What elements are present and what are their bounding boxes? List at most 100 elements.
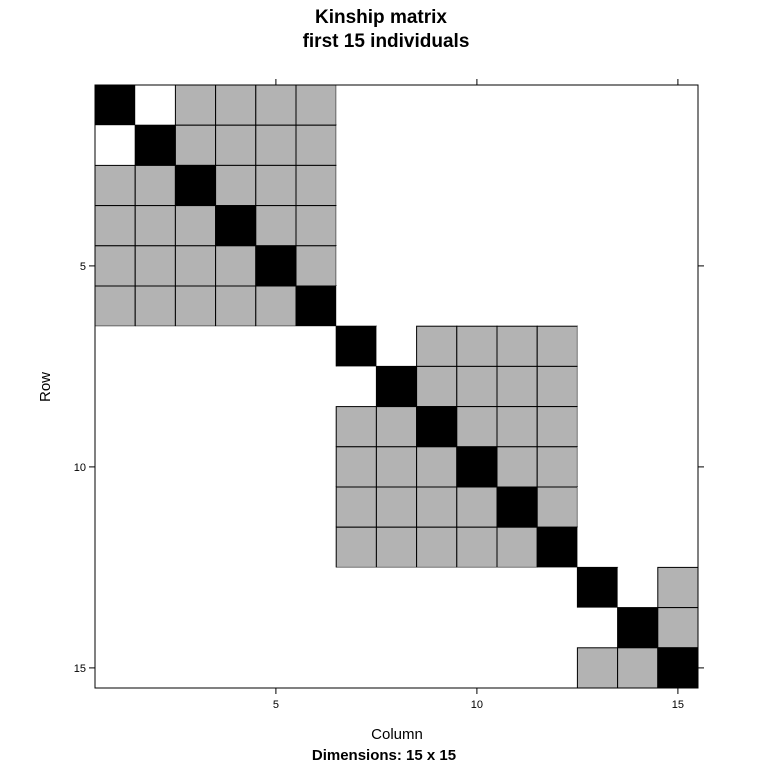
- matrix-cell-r14-c1: [95, 607, 136, 648]
- matrix-cell-r14-c12: [537, 607, 578, 648]
- y-axis-label: Row: [37, 372, 54, 402]
- matrix-cell-r15-c12: [537, 647, 578, 688]
- matrix-cell-r9-c14: [617, 406, 658, 447]
- matrix-cell-r8-c7: [336, 366, 377, 407]
- matrix-cell-r11-c1: [95, 487, 136, 528]
- matrix-cell-r14-c3: [175, 607, 216, 648]
- matrix-cell-r2-c4: [215, 124, 257, 166]
- matrix-cell-r8-c12: [536, 365, 578, 408]
- matrix-cell-r4-c15: [657, 205, 698, 246]
- matrix-cell-r7-c9: [416, 325, 458, 367]
- matrix-cell-r9-c8: [375, 406, 418, 448]
- matrix-cell-r1-c13: [577, 85, 618, 126]
- matrix-cell-r8-c10: [456, 365, 498, 408]
- matrix-cell-r6-c14: [617, 286, 658, 327]
- matrix-cell-r9-c15: [657, 406, 698, 447]
- matrix-cell-r6-c9: [416, 286, 457, 327]
- matrix-cell-r8-c2: [135, 366, 176, 407]
- matrix-cell-r11-c14: [617, 487, 658, 528]
- matrix-cell-r12-c2: [135, 527, 176, 568]
- matrix-cell-r9-c2: [135, 406, 176, 447]
- matrix-cell-r2-c3: [174, 124, 217, 166]
- matrix-cell-r8-c15: [657, 366, 698, 407]
- matrix-cell-r1-c3: [174, 84, 217, 126]
- y-tick-label-15: 15: [74, 663, 86, 675]
- matrix-cell-r1-c14: [617, 85, 658, 126]
- matrix-cell-r10-c3: [175, 446, 216, 487]
- matrix-cell-r6-c12: [537, 286, 578, 327]
- matrix-cell-r10-c15: [657, 446, 698, 487]
- matrix-cell-r2-c6: [295, 124, 337, 166]
- matrix-cell-r14-c6: [296, 607, 337, 648]
- matrix-cell-r13-c8: [376, 567, 417, 608]
- matrix-cell-r3-c15: [657, 165, 698, 206]
- matrix-cell-r15-c3: [175, 647, 216, 688]
- matrix-cell-r9-c4: [215, 406, 256, 447]
- matrix-cell-r10-c14: [617, 446, 658, 487]
- matrix-cell-r6-c7: [336, 286, 377, 327]
- matrix-cell-r7-c4: [215, 326, 256, 367]
- matrix-cell-r3-c8: [376, 165, 417, 206]
- matrix-cell-r12-c5: [255, 527, 296, 568]
- matrix-cell-r3-c4: [215, 164, 257, 207]
- matrix-cell-r12-c1: [95, 527, 136, 568]
- matrix-cell-r1-c8: [376, 85, 417, 126]
- matrix-cell-r11-c7: [335, 486, 377, 528]
- x-tick-label-15: 15: [672, 699, 684, 711]
- matrix-cell-r15-c9: [416, 647, 457, 688]
- matrix-cell-r11-c15: [657, 487, 698, 528]
- matrix-cell-r5-c15: [657, 245, 698, 286]
- matrix-cell-r4-c13: [577, 205, 618, 246]
- matrix-cell-r14-c15: [657, 607, 699, 649]
- matrix-cell-r5-c14: [617, 245, 658, 286]
- matrix-cell-r3-c6: [295, 164, 337, 207]
- matrix-cell-r14-c2: [135, 607, 176, 648]
- matrix-cell-r7-c3: [175, 326, 216, 367]
- matrix-cell-r12-c12: [536, 526, 578, 568]
- matrix-cell-r11-c3: [175, 487, 216, 528]
- y-tick-label-5: 5: [80, 261, 86, 273]
- matrix-cell-r12-c14: [617, 527, 658, 568]
- matrix-cell-r13-c11: [497, 567, 538, 608]
- matrix-cell-r4-c10: [456, 205, 497, 246]
- dimensions-subtitle: Dimensions: 15 x 15: [312, 747, 456, 764]
- matrix-cell-r6-c2: [134, 285, 176, 327]
- matrix-cell-r12-c8: [375, 526, 418, 568]
- matrix-cell-r8-c3: [175, 366, 216, 407]
- y-tick-label-10: 10: [74, 462, 86, 474]
- matrix-cell-r6-c6: [295, 285, 337, 327]
- matrix-cell-r4-c8: [376, 205, 417, 246]
- matrix-cell-r5-c12: [537, 245, 578, 286]
- matrix-cell-r1-c5: [255, 84, 297, 126]
- matrix-cell-r13-c5: [255, 567, 296, 608]
- matrix-cell-r2-c12: [537, 125, 578, 166]
- matrix-cell-r10-c11: [496, 446, 538, 488]
- matrix-cell-r1-c11: [497, 85, 538, 126]
- chart-title-line-1: Kinship matrix: [315, 7, 447, 28]
- matrix-cell-r10-c13: [577, 446, 618, 487]
- matrix-cell-r11-c8: [375, 486, 418, 528]
- matrix-cell-r12-c11: [496, 526, 538, 568]
- matrix-cell-r2-c13: [577, 125, 618, 166]
- matrix-cell-r4-c9: [416, 205, 457, 246]
- matrix-cell-r10-c12: [536, 446, 578, 488]
- matrix-cell-r5-c4: [215, 245, 257, 287]
- matrix-cell-r4-c2: [134, 205, 176, 247]
- matrix-cell-r7-c7: [335, 325, 377, 367]
- matrix-cell-r13-c6: [296, 567, 337, 608]
- matrix-cell-r9-c7: [335, 406, 377, 448]
- matrix-cell-r5-c13: [577, 245, 618, 286]
- matrix-cell-r10-c1: [95, 446, 136, 487]
- matrix-cell-r3-c14: [617, 165, 658, 206]
- matrix-cell-r9-c5: [255, 406, 296, 447]
- matrix-cell-r10-c4: [215, 446, 256, 487]
- matrix-cell-r5-c8: [376, 245, 417, 286]
- matrix-cell-r15-c10: [456, 647, 497, 688]
- matrix-cell-r3-c9: [416, 165, 457, 206]
- matrix-cell-r10-c9: [416, 446, 458, 488]
- matrix-cell-r11-c6: [296, 487, 337, 528]
- matrix-cell-r13-c10: [456, 567, 497, 608]
- matrix-cell-r7-c13: [577, 326, 618, 367]
- matrix-cell-r7-c11: [496, 325, 538, 367]
- matrix-cell-r6-c3: [174, 285, 217, 327]
